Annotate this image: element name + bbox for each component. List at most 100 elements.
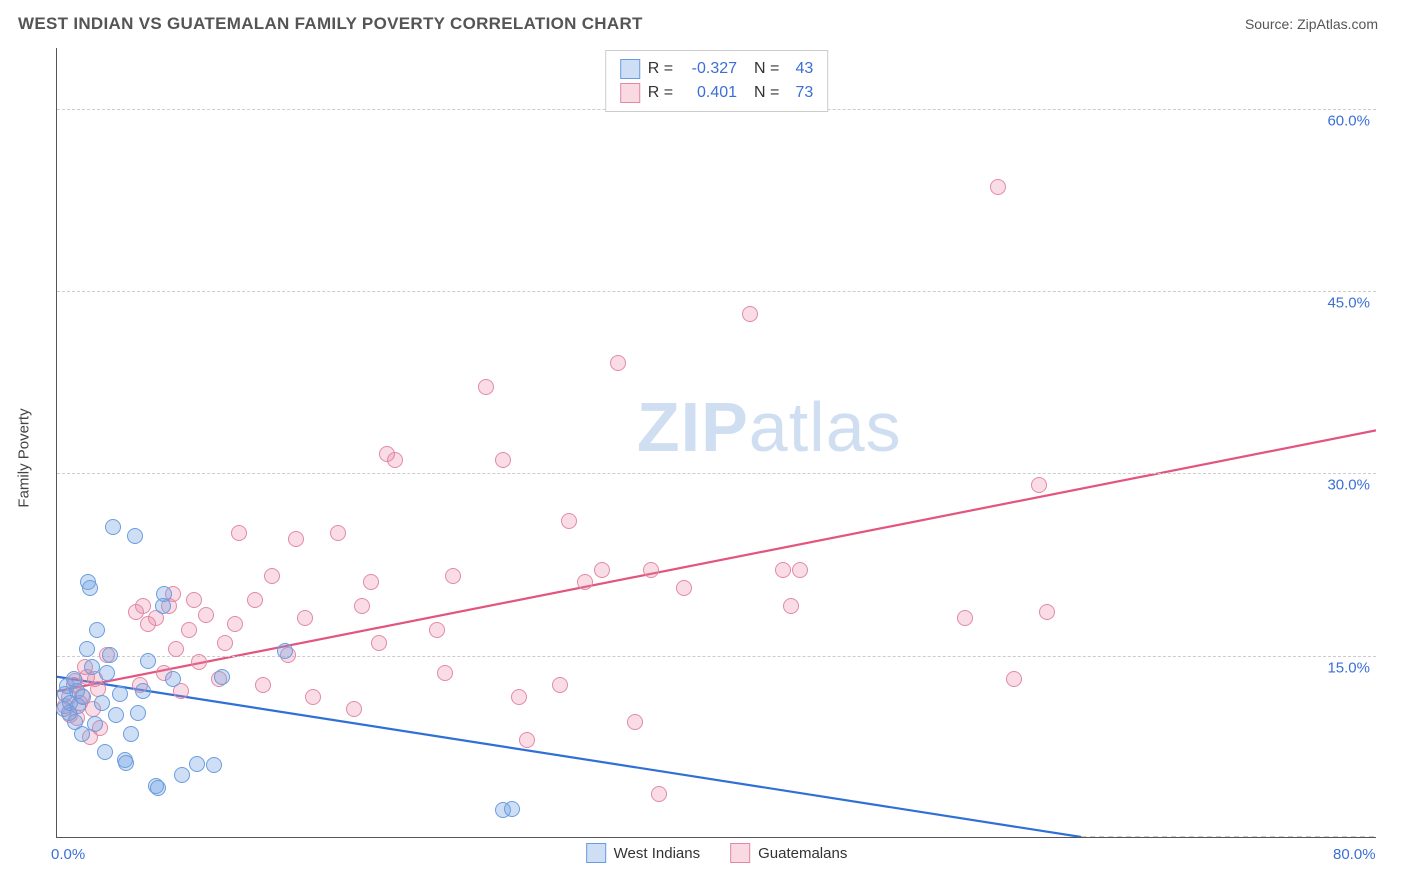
watermark: ZIPatlas xyxy=(637,387,902,467)
data-point xyxy=(519,732,535,748)
data-point xyxy=(82,580,98,596)
data-point xyxy=(99,665,115,681)
legend-label-guatemalans: Guatemalans xyxy=(758,845,847,862)
data-point xyxy=(445,568,461,584)
y-tick-label: 60.0% xyxy=(1327,112,1370,129)
data-point xyxy=(783,598,799,614)
data-point xyxy=(792,562,808,578)
data-point xyxy=(305,689,321,705)
data-point xyxy=(371,635,387,651)
data-point xyxy=(561,513,577,529)
data-point xyxy=(1006,671,1022,687)
trendlines-layer xyxy=(57,48,1376,837)
data-point xyxy=(84,659,100,675)
data-point xyxy=(127,528,143,544)
data-point xyxy=(1031,477,1047,493)
data-point xyxy=(79,641,95,657)
data-point xyxy=(217,635,233,651)
data-point xyxy=(214,669,230,685)
y-axis-label: Family Poverty xyxy=(16,408,33,507)
data-point xyxy=(90,681,106,697)
data-point xyxy=(354,598,370,614)
data-point xyxy=(1039,604,1055,620)
data-point xyxy=(97,744,113,760)
data-point xyxy=(676,580,692,596)
data-point xyxy=(123,726,139,742)
data-point xyxy=(643,562,659,578)
data-point xyxy=(118,755,134,771)
data-point xyxy=(140,653,156,669)
source-attribution: Source: ZipAtlas.com xyxy=(1245,16,1378,32)
n-value-west-indians: 43 xyxy=(787,60,813,78)
data-point xyxy=(186,592,202,608)
data-point xyxy=(94,695,110,711)
data-point xyxy=(135,683,151,699)
data-point xyxy=(87,716,103,732)
data-point xyxy=(198,607,214,623)
stats-row-west-indians: R = -0.327 N = 43 xyxy=(620,57,814,81)
data-point xyxy=(990,179,1006,195)
data-point xyxy=(189,756,205,772)
data-point xyxy=(168,641,184,657)
data-point xyxy=(112,686,128,702)
data-point xyxy=(264,568,280,584)
swatch-pink-icon xyxy=(730,843,750,863)
y-tick-label: 15.0% xyxy=(1327,659,1370,676)
data-point xyxy=(150,780,166,796)
data-point xyxy=(511,689,527,705)
data-point xyxy=(89,622,105,638)
data-point xyxy=(504,801,520,817)
data-point xyxy=(231,525,247,541)
gridline xyxy=(57,473,1376,474)
data-point xyxy=(297,610,313,626)
data-point xyxy=(363,574,379,590)
plot-area: ZIPatlas R = -0.327 N = 43 R = 0.401 N =… xyxy=(56,48,1376,838)
data-point xyxy=(174,767,190,783)
chart-container: Family Poverty ZIPatlas R = -0.327 N = 4… xyxy=(10,38,1396,878)
series-legend: West Indians Guatemalans xyxy=(586,843,848,863)
data-point xyxy=(277,643,293,659)
data-point xyxy=(181,622,197,638)
data-point xyxy=(387,452,403,468)
chart-header: WEST INDIAN VS GUATEMALAN FAMILY POVERTY… xyxy=(10,10,1396,38)
legend-item-guatemalans: Guatemalans xyxy=(730,843,847,863)
data-point xyxy=(227,616,243,632)
r-value-west-indians: -0.327 xyxy=(681,60,737,78)
data-point xyxy=(651,786,667,802)
data-point xyxy=(105,519,121,535)
correlation-stats-box: R = -0.327 N = 43 R = 0.401 N = 73 xyxy=(605,50,829,112)
data-point xyxy=(130,705,146,721)
data-point xyxy=(75,689,91,705)
y-tick-label: 30.0% xyxy=(1327,477,1370,494)
data-point xyxy=(610,355,626,371)
data-point xyxy=(191,654,207,670)
data-point xyxy=(330,525,346,541)
chart-title: WEST INDIAN VS GUATEMALAN FAMILY POVERTY… xyxy=(18,14,643,34)
swatch-pink-icon xyxy=(620,83,640,103)
data-point xyxy=(102,647,118,663)
data-point xyxy=(742,306,758,322)
data-point xyxy=(478,379,494,395)
data-point xyxy=(594,562,610,578)
data-point xyxy=(247,592,263,608)
data-point xyxy=(627,714,643,730)
data-point xyxy=(206,757,222,773)
data-point xyxy=(255,677,271,693)
data-point xyxy=(165,671,181,687)
data-point xyxy=(429,622,445,638)
data-point xyxy=(135,598,151,614)
data-point xyxy=(957,610,973,626)
data-point xyxy=(346,701,362,717)
data-point xyxy=(495,452,511,468)
data-point xyxy=(552,677,568,693)
stats-row-guatemalans: R = 0.401 N = 73 xyxy=(620,81,814,105)
legend-label-west-indians: West Indians xyxy=(614,845,700,862)
swatch-blue-icon xyxy=(620,59,640,79)
n-value-guatemalans: 73 xyxy=(787,84,813,102)
gridline xyxy=(57,291,1376,292)
data-point xyxy=(437,665,453,681)
data-point xyxy=(577,574,593,590)
data-point xyxy=(775,562,791,578)
legend-item-west-indians: West Indians xyxy=(586,843,700,863)
y-tick-label: 45.0% xyxy=(1327,295,1370,312)
